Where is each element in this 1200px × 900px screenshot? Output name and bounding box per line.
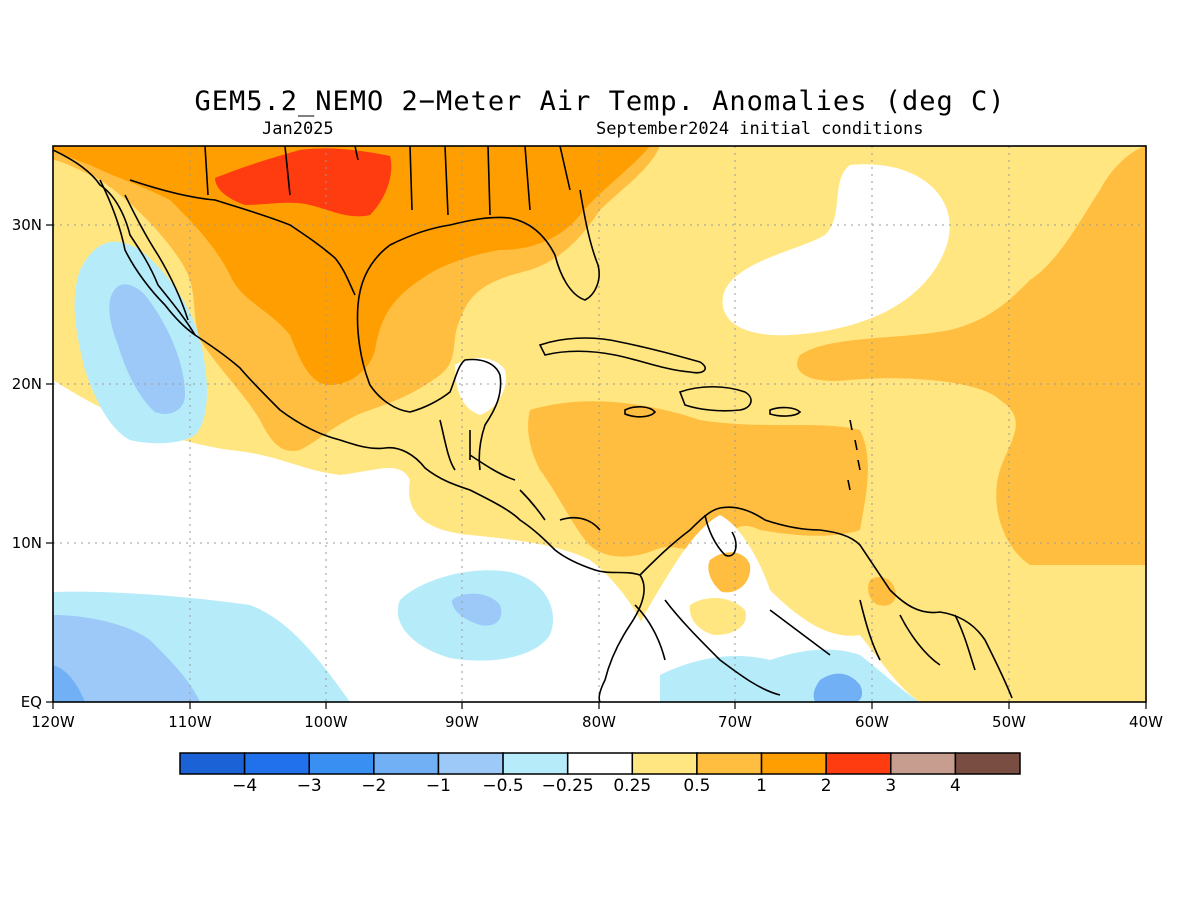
colorbar-tick-label: −3 — [296, 776, 322, 796]
anomaly-neutral-atlantic — [722, 164, 950, 336]
lesser-antilles — [847, 419, 861, 491]
hispaniola-outline — [678, 386, 752, 412]
central-america-borders — [439, 419, 546, 521]
colorbar-swatch — [437, 752, 504, 775]
anomaly-south-pacific-cold-inner — [53, 615, 200, 702]
lon-label-120w: 120W — [31, 713, 75, 731]
anomaly-galapagos-cold-inner — [452, 593, 502, 626]
lon-label-90w: 90W — [445, 713, 479, 731]
south-america-north-coast — [559, 506, 1013, 699]
colorbar-swatch — [954, 752, 1021, 775]
anomaly-mexico-1-2 — [53, 146, 650, 385]
colorbar-tick-label: 4 — [949, 776, 961, 796]
anomaly-amazon-cold-core — [813, 673, 863, 702]
colorbar-tick-label: 1 — [756, 776, 767, 796]
lon-label-60w: 60W — [855, 713, 889, 731]
baja-california-coast — [124, 194, 189, 321]
anomaly-east-atlantic-0.5-1 — [797, 146, 1146, 565]
lat-label-30n: 30N — [12, 216, 42, 234]
colorbar-tick-label: −0.5 — [482, 776, 524, 796]
colorbar-swatch — [373, 752, 440, 775]
valid-month-label: Jan2025 — [262, 119, 334, 139]
lat-label-20n: 20N — [12, 375, 42, 393]
jamaica-outline — [624, 406, 657, 418]
pacific-coastline — [53, 149, 645, 702]
cuba-outline — [538, 337, 706, 374]
gulf-of-mexico-coast — [356, 189, 600, 471]
anomaly-venezuela-warm — [689, 598, 746, 635]
lon-label-110w: 110W — [168, 713, 212, 731]
colorbar-swatch — [308, 752, 375, 775]
lon-label-50w: 50W — [992, 713, 1026, 731]
lake-maracaibo — [704, 514, 737, 557]
anomaly-caribbean-0.5-1 — [528, 401, 868, 557]
colorbar — [179, 752, 1021, 775]
anomaly-baja-cold-inner — [109, 284, 185, 415]
lon-label-40w: 40W — [1129, 713, 1163, 731]
graticule — [53, 146, 1146, 702]
colorbar-tick-label: 0.5 — [683, 776, 711, 796]
lat-label-10n: 10N — [12, 534, 42, 552]
coastlines — [53, 146, 1013, 702]
lon-label-80w: 80W — [582, 713, 616, 731]
map-title: GEM5.2_NEMO 2−Meter Air Temp. Anomalies … — [194, 86, 1006, 117]
colorbar-swatch — [696, 752, 763, 775]
us-mexico-borders — [129, 146, 571, 296]
colorbar-swatch — [825, 752, 892, 775]
puerto-rico-outline — [769, 406, 802, 417]
latitude-labels: 30N 20N 10N EQ — [12, 216, 42, 711]
colorbar-swatch — [502, 752, 569, 775]
anomaly-venezuela-warm-core — [708, 552, 751, 593]
colorbar-tick-label: 0.25 — [613, 776, 652, 796]
lon-label-100w: 100W — [304, 713, 348, 731]
anomaly-texas-2-3 — [215, 148, 392, 217]
longitude-labels: 120W 110W 100W 90W 80W 70W 60W 50W 40W — [31, 713, 1163, 731]
anomaly-neutral-yucatan — [455, 358, 506, 415]
colorbar-swatch — [179, 752, 246, 775]
gulf-of-california-coast — [99, 179, 196, 336]
anomaly-field — [53, 146, 1146, 702]
south-america-borders — [634, 599, 976, 696]
anomaly-guyana-warm — [868, 576, 896, 606]
colorbar-swatch — [631, 752, 698, 775]
colorbar-tick-label: −0.25 — [541, 776, 594, 796]
lat-label-eq: EQ — [21, 693, 42, 711]
colorbar-swatch — [890, 752, 957, 775]
colorbar-swatch — [243, 752, 310, 775]
colorbar-tick-label: 2 — [820, 776, 832, 796]
anomaly-south-pacific-cold-core — [53, 665, 85, 702]
colorbar-tick-label: −2 — [361, 776, 387, 796]
lon-label-70w: 70W — [718, 713, 752, 731]
colorbar-tick-label: −1 — [425, 776, 451, 796]
colorbar-tick-label: −4 — [232, 776, 258, 796]
initial-conditions-label: September2024 initial conditions — [596, 119, 924, 139]
colorbar-swatch — [566, 752, 634, 775]
colorbar-swatch — [760, 752, 827, 775]
colorbar-tick-label: 3 — [885, 776, 897, 796]
tick-marks — [46, 224, 1147, 709]
